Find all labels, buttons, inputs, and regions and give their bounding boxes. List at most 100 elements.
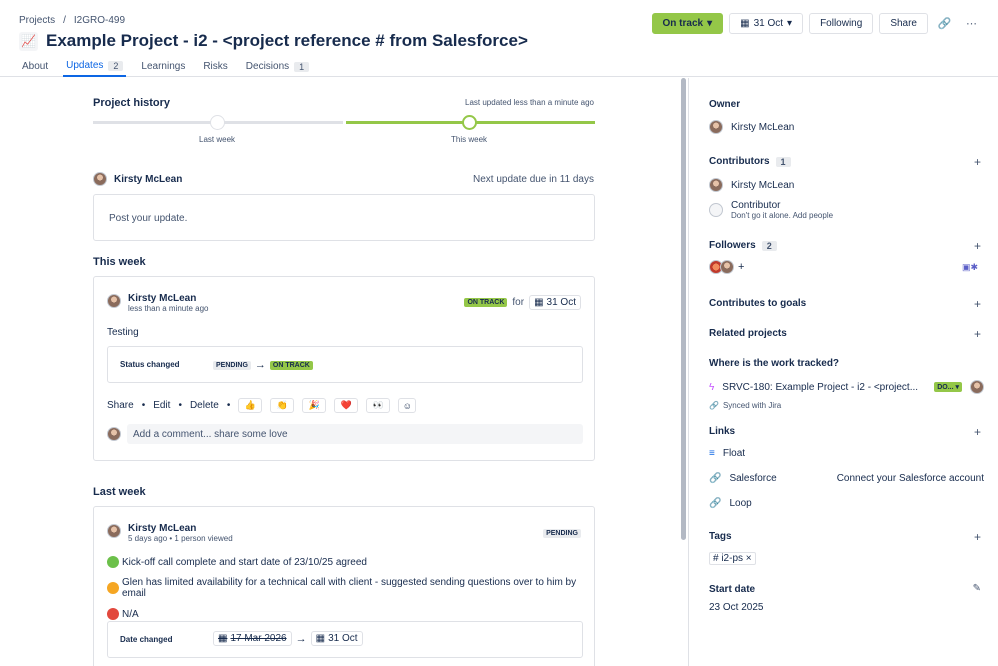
start-date-value: 23 Oct 2025 <box>709 602 764 613</box>
scrollbar[interactable] <box>681 78 686 540</box>
avatar <box>709 178 723 192</box>
breadcrumb-projects[interactable]: Projects <box>19 15 56 26</box>
contributor-row[interactable]: Kirsty McLean <box>709 178 794 192</box>
avatar <box>720 260 734 274</box>
update-author[interactable]: Kirsty McLean <box>128 523 197 534</box>
add-contributor-hint[interactable]: Contributor Don't go it alone. Add people <box>709 200 833 220</box>
update-items: Kick-off call complete and start date of… <box>107 556 594 620</box>
tab-about[interactable]: About <box>22 61 49 72</box>
reaction-party-icon[interactable]: 🎉 <box>302 398 327 413</box>
share-link[interactable]: Share <box>107 400 134 411</box>
calendar-icon: ▦ <box>534 297 544 308</box>
add-tag-icon[interactable]: + <box>973 530 981 544</box>
reaction-clap-icon[interactable]: 👏 <box>270 398 295 413</box>
more-icon[interactable]: ⋯ <box>966 18 977 30</box>
tag-chip[interactable]: # i2-ps × <box>709 552 756 565</box>
synced-row: 🔗 Synced with Jira <box>709 401 782 410</box>
tab-count: 1 <box>294 61 310 72</box>
related-projects-heading: Related projects <box>709 328 787 339</box>
project-history-heading: Project history <box>93 97 171 109</box>
status-dropdown-button[interactable]: On track ▾ <box>651 13 724 34</box>
share-button[interactable]: Share <box>879 13 928 34</box>
reaction-thumbs-up-icon[interactable]: 👍 <box>238 398 263 413</box>
link-icon: 🔗 <box>709 473 722 484</box>
timeline-node-this-week[interactable] <box>462 115 477 130</box>
add-contributor-icon[interactable]: + <box>973 155 981 169</box>
tab-decisions[interactable]: Decisions 1 <box>243 60 312 77</box>
tab-count: 2 <box>108 60 124 71</box>
link-icon[interactable]: 🔗 <box>937 18 952 30</box>
change-label: Date changed <box>120 635 173 644</box>
ghost-avatar-icon <box>709 203 723 217</box>
edit-link[interactable]: Edit <box>153 400 171 411</box>
chevron-down-icon: ▾ <box>787 18 793 29</box>
orange-dot-icon <box>107 582 119 594</box>
link-salesforce[interactable]: 🔗 Salesforce Connect your Salesforce accou… <box>709 473 984 484</box>
edit-start-date-icon[interactable]: ✎ <box>972 583 981 594</box>
tab-risks[interactable]: Risks <box>203 61 228 72</box>
connect-salesforce-link[interactable]: Connect your Salesforce account <box>836 473 984 484</box>
avatar <box>709 120 723 134</box>
status-to-badge: ON TRACK <box>269 360 313 370</box>
next-update-text: Next update due in 11 days <box>472 174 594 185</box>
breadcrumb-separator: / <box>63 15 66 26</box>
timeline-label-this-week: This week <box>451 135 488 144</box>
update-card-last-week: Kirsty McLean 5 days ago • 1 person view… <box>93 506 595 666</box>
following-button[interactable]: Following <box>809 13 874 34</box>
goals-heading: Contributes to goals <box>709 298 807 309</box>
delete-link[interactable]: Delete <box>189 400 219 411</box>
issue-status-badge[interactable]: DO... ▾ <box>934 382 962 392</box>
green-dot-icon <box>107 556 119 568</box>
remove-tag-icon: × <box>745 553 752 564</box>
avatar[interactable] <box>93 172 107 186</box>
update-body: Testing <box>107 327 139 338</box>
reaction-eyes-icon[interactable]: 👀 <box>366 398 391 413</box>
jira-lightning-icon: ϟ <box>709 381 715 393</box>
link-float[interactable]: ≡ Float <box>709 448 746 459</box>
tab-learnings[interactable]: Learnings <box>141 61 186 72</box>
status-badge: ON TRACK <box>464 298 508 307</box>
divider <box>688 78 689 666</box>
calendar-icon: ▦ <box>218 633 228 644</box>
add-follower-icon[interactable]: + <box>973 239 981 253</box>
add-link-icon[interactable]: + <box>973 425 981 439</box>
date-change-box: Date changed ▦ 17 Mar 2026 → ▦ 31 Oct <box>107 621 583 658</box>
sidebar: Owner Kirsty McLean Contributors 1 + Kirs… <box>689 78 998 666</box>
link-icon: 🔗 <box>709 401 719 410</box>
contributors-heading: Contributors 1 <box>709 156 791 167</box>
viewed-count[interactable]: 1 person viewed <box>174 534 233 543</box>
arrow-right-icon: → <box>295 632 307 645</box>
target-date-button[interactable]: ▦ 31 Oct ▾ <box>729 13 804 34</box>
link-loop[interactable]: 🔗 Loop <box>709 498 752 509</box>
updates-panel: Project history Last updated less than a… <box>0 78 680 666</box>
target-date-badge: ▦ 31 Oct <box>529 295 581 310</box>
red-dot-icon <box>107 608 119 620</box>
teams-slack-icon[interactable]: ▣✱ <box>961 262 978 272</box>
list-item: Kick-off call complete and start date of… <box>107 556 594 568</box>
start-date-heading: Start date <box>709 584 756 595</box>
status-from-badge: PENDING <box>213 360 251 370</box>
jira-issue-row[interactable]: ϟ SRVC-180: Example Project - i2 - <proj… <box>709 380 984 394</box>
reaction-heart-icon[interactable]: ❤️ <box>334 398 359 413</box>
follower-avatars[interactable]: + <box>709 260 744 274</box>
update-status: ON TRACK for ▦ 31 Oct <box>464 295 581 310</box>
add-goal-icon[interactable]: + <box>973 297 981 311</box>
timeline-node-last-week[interactable] <box>210 115 225 130</box>
add-reaction-icon[interactable]: ☺ <box>398 398 417 413</box>
avatar[interactable] <box>107 524 121 538</box>
breadcrumb-project-key[interactable]: I2GRO-499 <box>73 15 126 26</box>
page-title[interactable]: Example Project - i2 - <project referenc… <box>46 31 528 50</box>
tags-heading: Tags <box>709 531 732 542</box>
avatar[interactable] <box>107 294 121 308</box>
update-author[interactable]: Kirsty McLean <box>128 293 197 304</box>
comment-input[interactable]: Add a comment... share some love <box>127 424 583 444</box>
arrow-right-icon: → <box>254 359 266 371</box>
owner-row[interactable]: Kirsty McLean <box>709 120 794 134</box>
add-related-project-icon[interactable]: + <box>973 327 981 341</box>
tab-updates[interactable]: Updates 2 <box>63 60 127 77</box>
links-heading: Links <box>709 426 736 437</box>
post-update-input[interactable]: Post your update. <box>93 194 595 241</box>
project-emoji-icon[interactable]: 📈 <box>19 31 38 51</box>
update-card-this-week: Kirsty McLean less than a minute ago ON … <box>93 276 595 461</box>
date-to-badge: ▦ 31 Oct <box>310 631 363 646</box>
